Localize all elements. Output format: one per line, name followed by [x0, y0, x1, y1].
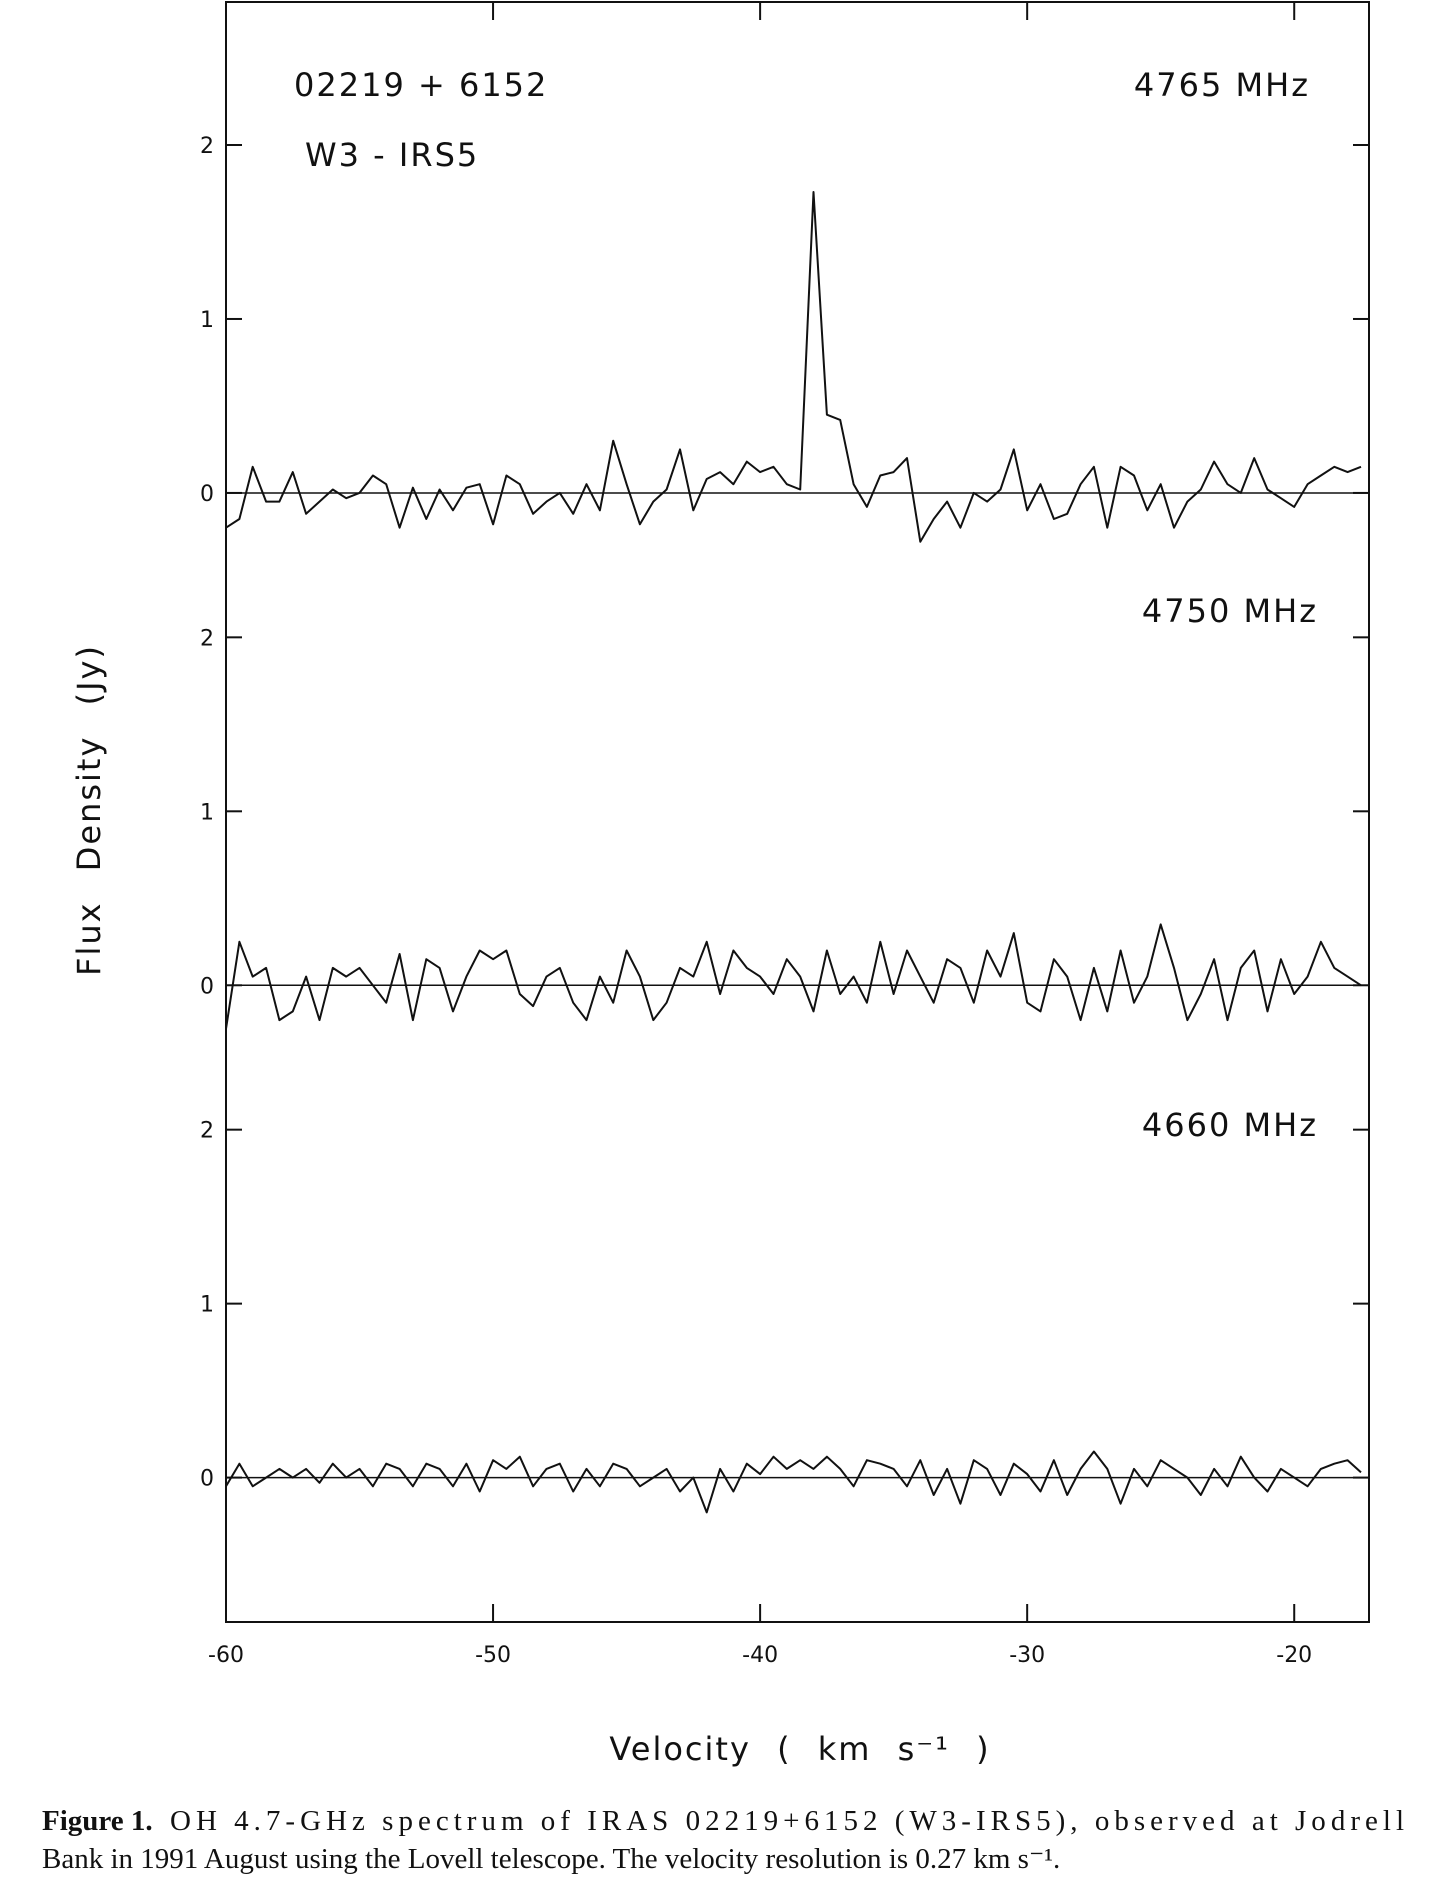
y-tick-label: 2 [200, 1119, 214, 1144]
x-tick-label: -20 [1276, 1643, 1312, 1668]
caption-label: Figure 1. [42, 1805, 153, 1837]
caption-line: OH 4.7-GHz spectrum of IRAS 02219+6152 (… [170, 1805, 1404, 1837]
series-label: 4750 MHz [1142, 592, 1318, 630]
spectrum-line [225, 191, 1362, 543]
caption-line: Bank in 1991 August using the Lovell tel… [42, 1843, 1060, 1875]
y-tick-label: 2 [200, 134, 214, 159]
annotation: W3 - IRS5 [305, 136, 479, 174]
y-tick-label: 0 [200, 974, 214, 999]
x-axis-label: Velocity ( km s⁻¹ ) [609, 1730, 990, 1768]
x-tick-label: -60 [208, 1643, 244, 1668]
y-tick-label: 1 [200, 800, 214, 825]
x-tick-label: -50 [475, 1643, 511, 1668]
y-tick-label: 0 [200, 1467, 214, 1492]
x-tick-label: -40 [742, 1643, 778, 1668]
y-tick-label: 2 [200, 626, 214, 651]
series-label: 4765 MHz [1134, 66, 1310, 104]
y-tick-label: 1 [200, 308, 214, 333]
spectrum-line [225, 923, 1362, 1029]
y-tick-label: 0 [200, 482, 214, 507]
spectrum-line [225, 1450, 1362, 1514]
plot-frame [225, 1, 1370, 1623]
annotation: 02219 + 6152 [294, 66, 548, 104]
y-tick-label: 1 [200, 1293, 214, 1318]
series-label: 4660 MHz [1142, 1106, 1318, 1144]
y-axis-label: Flux Density (Jy) [70, 644, 108, 976]
x-tick-label: -30 [1009, 1643, 1045, 1668]
